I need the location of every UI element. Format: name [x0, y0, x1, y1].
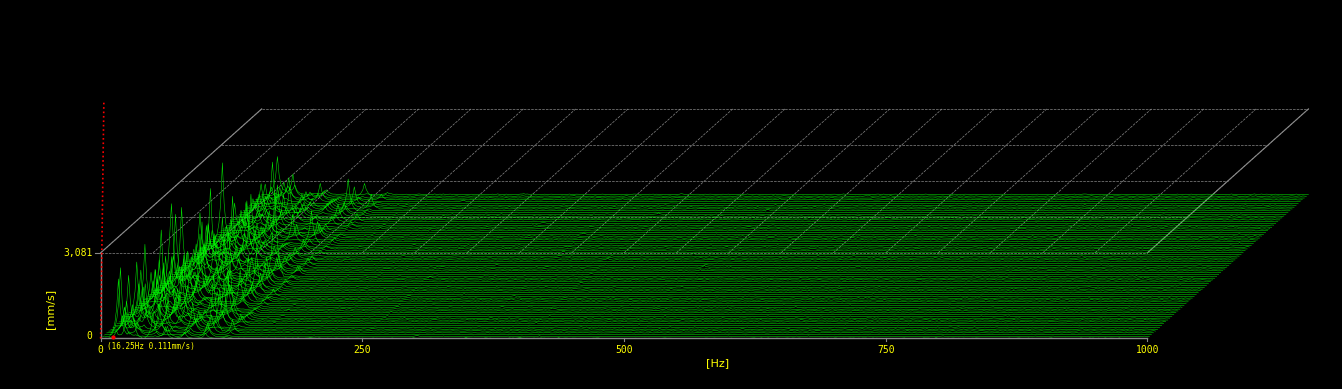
Text: 0: 0 — [98, 345, 103, 356]
Text: 750: 750 — [876, 345, 895, 356]
Text: 1000: 1000 — [1135, 345, 1159, 356]
Text: (16.25Hz 0.111mm/s): (16.25Hz 0.111mm/s) — [107, 342, 195, 350]
Text: 500: 500 — [615, 345, 633, 356]
Text: 0: 0 — [87, 331, 93, 342]
Text: [Hz]: [Hz] — [706, 358, 730, 368]
Text: 3,081: 3,081 — [63, 248, 93, 258]
Text: [mm/s]: [mm/s] — [44, 288, 55, 329]
Text: 250: 250 — [353, 345, 372, 356]
